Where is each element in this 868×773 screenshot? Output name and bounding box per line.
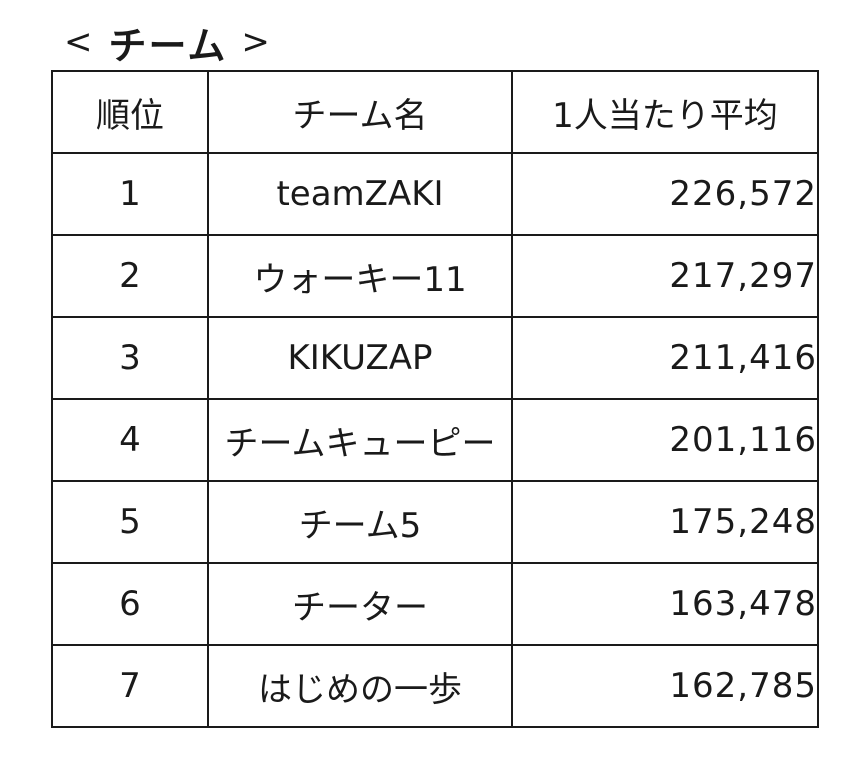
heading-title: チーム <box>108 23 228 68</box>
rank-cell: 4 <box>51 398 209 482</box>
heading-open-bracket: < <box>64 22 95 62</box>
rank-cell: 1 <box>51 152 209 236</box>
header-rank: 順位 <box>51 70 209 154</box>
team-name-cell: チーター <box>207 562 513 646</box>
rank-cell: 7 <box>51 644 209 728</box>
rank-cell: 2 <box>51 234 209 318</box>
average-cell: 211,416 <box>511 316 819 400</box>
average-cell: 163,478 <box>511 562 819 646</box>
average-cell: 162,785 <box>511 644 819 728</box>
rank-cell: 5 <box>51 480 209 564</box>
team-name-cell: はじめの一歩 <box>207 644 513 728</box>
average-cell: 226,572 <box>511 152 819 236</box>
table-row: 5 チーム5 175,248 <box>51 480 819 564</box>
table-row: 1 teamZAKI 226,572 <box>51 152 819 236</box>
average-cell: 201,116 <box>511 398 819 482</box>
section-heading: < チーム > <box>64 18 272 68</box>
team-name-cell: チーム5 <box>207 480 513 564</box>
table-row: 3 KIKUZAP 211,416 <box>51 316 819 400</box>
team-ranking-table: 順位 チーム名 1人当たり平均 1 teamZAKI 226,572 2 ウォー… <box>51 70 819 728</box>
table-row: 2 ウォーキー11 217,297 <box>51 234 819 318</box>
heading-close-bracket: > <box>241 22 272 62</box>
header-team-name: チーム名 <box>207 70 513 154</box>
table-row: 6 チーター 163,478 <box>51 562 819 646</box>
rank-cell: 6 <box>51 562 209 646</box>
team-name-cell: teamZAKI <box>207 152 513 236</box>
team-name-cell: チームキューピー <box>207 398 513 482</box>
table-row: 4 チームキューピー 201,116 <box>51 398 819 482</box>
rank-cell: 3 <box>51 316 209 400</box>
average-cell: 217,297 <box>511 234 819 318</box>
team-name-cell: KIKUZAP <box>207 316 513 400</box>
team-name-cell: ウォーキー11 <box>207 234 513 318</box>
average-cell: 175,248 <box>511 480 819 564</box>
header-row: 順位 チーム名 1人当たり平均 <box>51 70 819 154</box>
table-row: 7 はじめの一歩 162,785 <box>51 644 819 728</box>
header-average-per-person: 1人当たり平均 <box>511 70 819 154</box>
